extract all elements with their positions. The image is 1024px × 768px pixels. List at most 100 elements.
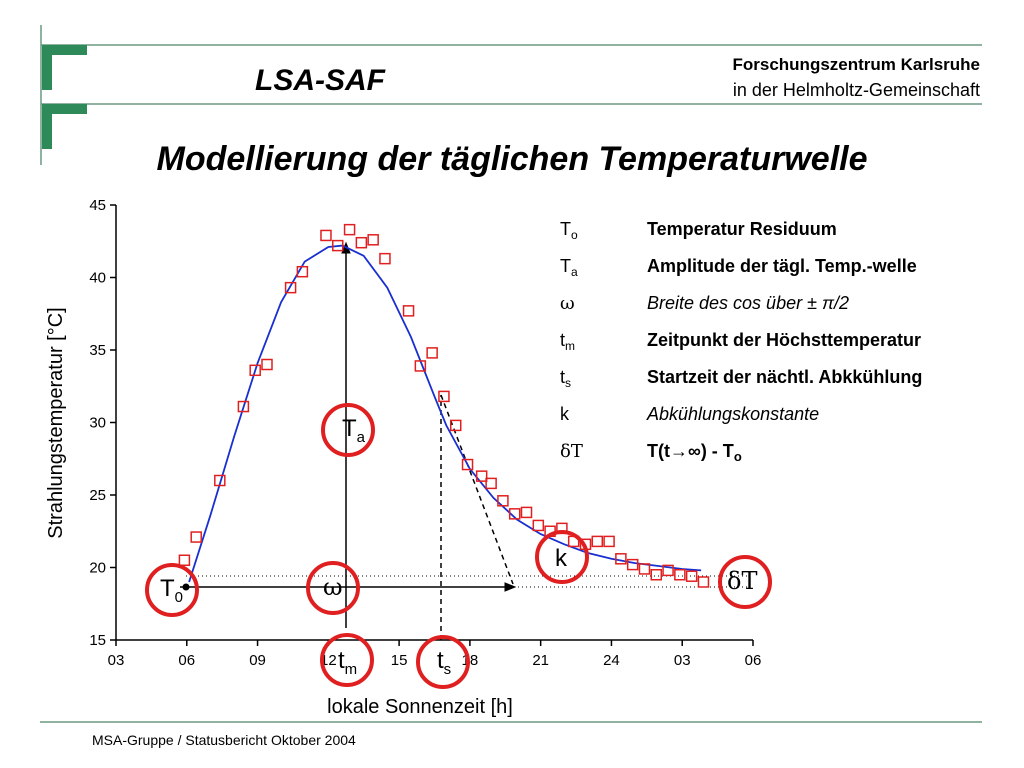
annotation-circle (306, 561, 360, 615)
data-point (603, 535, 615, 548)
x-tick-label: 06 (745, 652, 762, 669)
annotation-symbol: ω (323, 573, 343, 601)
legend-symbol-main: k (560, 404, 570, 424)
data-point (650, 569, 663, 581)
x-axis-label: lokale Sonnenzeit [h] (327, 696, 513, 718)
legend-text: Abkühlungskonstante (646, 404, 819, 424)
fit-curve (188, 244, 702, 583)
x-tick-label: 06 (178, 652, 195, 669)
data-point (190, 531, 202, 543)
data-point (485, 477, 497, 490)
legend-text-main: Temperatur Residuum (647, 219, 837, 239)
slide-title: Modellierung der täglichen Temperaturwel… (157, 140, 868, 178)
x-tick-label: 03 (108, 652, 125, 669)
x-tick-label: 15 (391, 652, 408, 669)
data-point (320, 229, 332, 242)
legend-symbol: ω (560, 293, 575, 314)
y-tick-label: 45 (89, 197, 106, 214)
y-tick-label: 30 (89, 415, 106, 432)
data-point (426, 347, 438, 359)
x-tick-label: 21 (532, 652, 549, 669)
data-point (414, 360, 427, 372)
legend-symbol-sub: s (565, 376, 571, 390)
legend-text: Zeitpunkt der Höchsttemperatur (647, 330, 921, 350)
annotation-symbol: t (338, 647, 345, 674)
data-point (520, 506, 533, 519)
data-point (296, 265, 309, 278)
footer: MSA-Gruppe / Statusbericht Oktober 2004 (92, 732, 356, 748)
data-point (662, 564, 674, 577)
legend-symbol: tm (560, 330, 575, 353)
annotation-circle (320, 633, 374, 687)
legend-text-main: Amplitude der tägl. Temp.-welle (647, 256, 917, 276)
annotation-circle (535, 530, 589, 584)
annotation-sub: a (357, 429, 366, 446)
data-point (284, 281, 297, 294)
data-point (697, 576, 710, 588)
data-point (626, 558, 639, 571)
legend-symbol-sub: o (571, 228, 578, 242)
legend-text: Breite des cos über ± π/2 (647, 293, 849, 313)
annotation-circle (416, 635, 470, 689)
annotation-sub: 0 (175, 589, 183, 606)
data-point (332, 239, 344, 252)
legend-text-main: Abkühlungskonstante (646, 404, 819, 424)
logo (40, 25, 982, 165)
data-point (249, 364, 261, 377)
data-point (449, 419, 462, 432)
data-point (685, 570, 698, 582)
data-point (355, 236, 368, 249)
annotation-label: δT (727, 567, 757, 595)
data-point (591, 535, 604, 548)
data-point (615, 553, 627, 565)
x-tick-label: 03 (674, 652, 691, 669)
data-point (508, 508, 521, 520)
legend-symbol-main: ω (560, 293, 575, 314)
legend-symbol: k (560, 404, 570, 424)
annotation-symbol: δT (727, 567, 757, 595)
annotation-circle (718, 555, 772, 609)
legend-symbol-main: t (560, 367, 565, 387)
annotation-label: tm (338, 647, 357, 678)
legend-text-main: Startzeit der nächtl. Abkkühlung (647, 367, 922, 387)
y-tick-label: 35 (89, 342, 106, 359)
legend-text-main: Breite des cos über ± π/2 (647, 293, 849, 313)
data-point (674, 569, 686, 581)
data-point (532, 519, 545, 532)
annotation-label: T0 (160, 575, 183, 606)
annotation-label: k (555, 545, 568, 572)
legend-symbol-main: T (560, 256, 571, 276)
annotation-symbol: t (437, 647, 444, 674)
annotation-circle (321, 403, 375, 457)
annotation-symbol: T (160, 575, 175, 602)
annotation-label: ts (437, 647, 451, 678)
y-tick-label: 40 (89, 270, 106, 287)
data-point (178, 554, 191, 566)
legend-symbol: δT (560, 441, 583, 462)
legend-text-sub: o (734, 449, 742, 464)
x-tick-label: 24 (603, 652, 620, 669)
legend-text: Amplitude der tägl. Temp.-welle (647, 256, 917, 276)
legend-symbol-main: t (560, 330, 565, 350)
data-point (638, 563, 651, 575)
legend-symbol-main: T (560, 219, 571, 239)
legend-symbol: Ta (560, 256, 578, 279)
legend-symbol: To (560, 219, 578, 242)
y-tick-label: 25 (89, 487, 106, 504)
annotation-label: ω (323, 573, 343, 601)
legend-symbol-main: δT (560, 441, 583, 462)
annotation-sub: m (345, 661, 358, 678)
annotation-sub: s (444, 661, 452, 678)
data-point (214, 474, 226, 487)
legend-text: Temperatur Residuum (647, 219, 837, 239)
legend-symbol-sub: a (571, 265, 578, 279)
data-point (402, 305, 415, 317)
org-sub: in der Helmholtz-Gemeinschaft (733, 80, 980, 100)
legend-text: T(t→∞) - To (647, 441, 742, 464)
data-point (237, 400, 250, 413)
annotation-label: Ta (342, 415, 366, 446)
y-tick-label: 20 (89, 560, 106, 577)
annotation-symbol: k (555, 545, 568, 572)
annotation-circle (145, 563, 199, 617)
